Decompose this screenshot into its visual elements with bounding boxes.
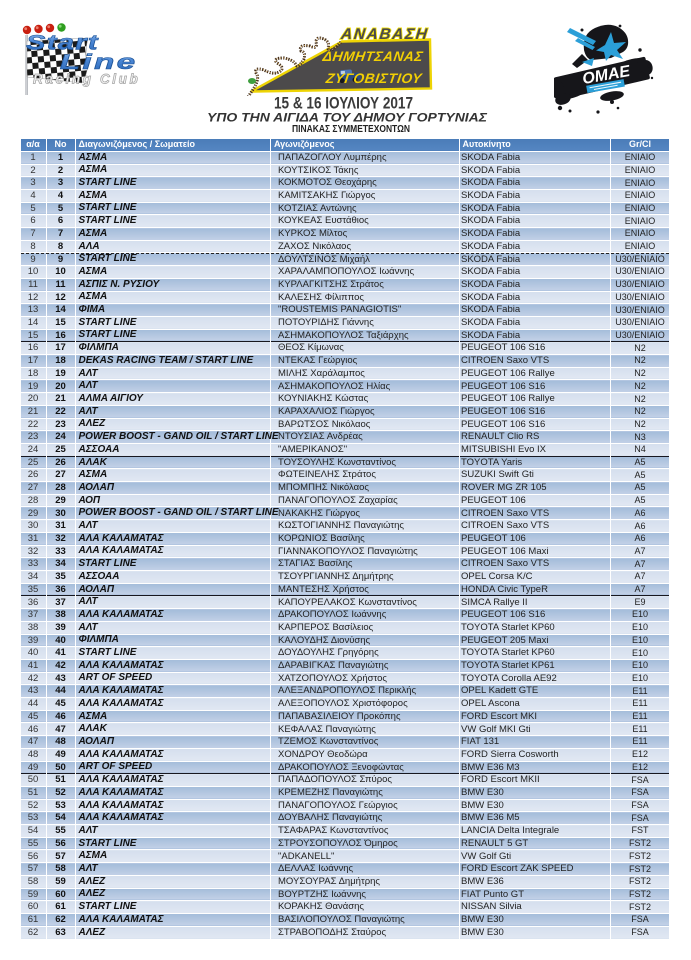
svg-text:ΥΠΟ ΤΗΝ ΑΙΓΙΔΑ ΤΟΥ ΔΗΜΟΥ ΓΟΡΤΥ: ΥΠΟ ΤΗΝ ΑΙΓΙΔΑ ΤΟΥ ΔΗΜΟΥ ΓΟΡΤΥΝΙΑΣ (207, 110, 488, 124)
svg-text:Racing Club: Racing Club (33, 72, 140, 87)
svg-text:Line: Line (60, 50, 138, 74)
svg-text:Start: Start (26, 31, 99, 55)
svg-text:15 & 16 ΙΟΥΛΙΟΥ 2017: 15 & 16 ΙΟΥΛΙΟΥ 2017 (274, 95, 413, 113)
svg-text:ΖΥΓΟΒΙΣΤΙΟΥ: ΖΥΓΟΒΙΣΤΙΟΥ (324, 70, 424, 86)
svg-text:ΔΗΜΗΤΣΑΝΑΣ: ΔΗΜΗΤΣΑΝΑΣ (321, 48, 425, 64)
svg-text:ΑΝΑΒΑΣΗ: ΑΝΑΒΑΣΗ (339, 26, 429, 43)
svg-text:ΠΙΝΑΚΑΣ ΣΥΜΜΕΤΕΧΟΝΤΩΝ: ΠΙΝΑΚΑΣ ΣΥΜΜΕΤΕΧΟΝΤΩΝ (292, 124, 410, 135)
